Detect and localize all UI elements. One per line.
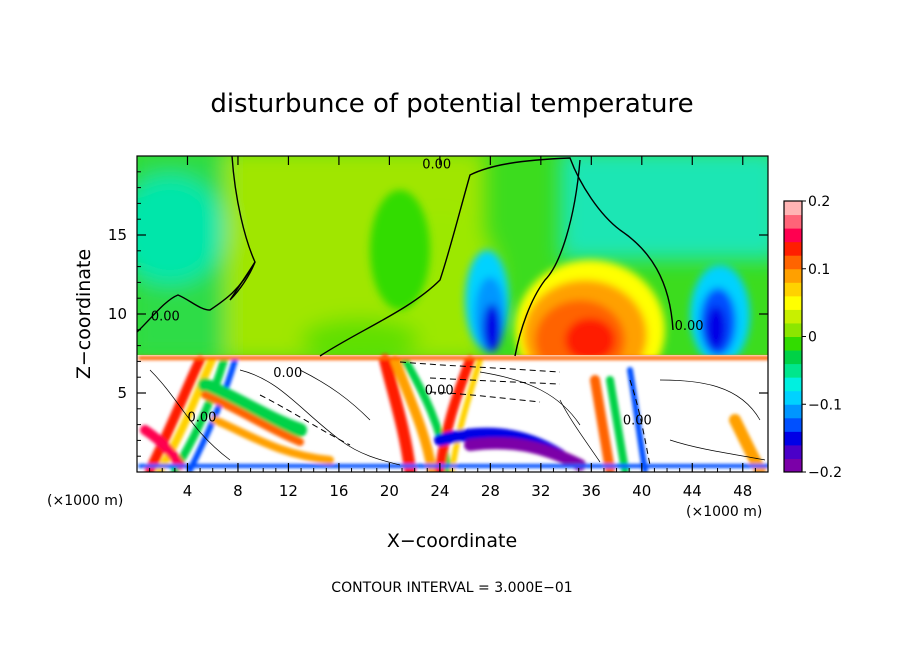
colorbar-swatch <box>784 241 802 256</box>
x-axis-label: X−coordinate <box>387 530 517 552</box>
colorbar-tick-label: 0.1 <box>808 262 830 278</box>
colorbar-swatch <box>784 377 802 392</box>
colorbar-swatch <box>784 268 802 283</box>
x-tick-label: 32 <box>531 482 550 500</box>
x-unit-right: (×1000 m) <box>686 504 762 520</box>
x-tick-label: 44 <box>683 482 702 500</box>
colorbar-swatch <box>784 282 802 297</box>
colorbar-swatch <box>784 444 802 459</box>
contour-label: 0.00 <box>422 158 451 173</box>
colorbar-swatch <box>784 390 802 405</box>
colorbar-tick-label: −0.1 <box>808 397 842 413</box>
x-tick-label: 16 <box>329 482 348 500</box>
colorbar-swatch <box>784 228 802 243</box>
colorbar-swatch <box>784 201 802 216</box>
colorbar-tick-label: 0 <box>808 330 817 346</box>
x-tick-label: 40 <box>632 482 651 500</box>
x-unit-left: (×1000 m) <box>47 493 123 509</box>
colorbar-tick-label: −0.2 <box>808 465 842 481</box>
colorbar-swatch <box>784 431 802 446</box>
contour-label: 0.00 <box>623 414 652 429</box>
colorbar-swatch <box>784 309 802 324</box>
contour-interval-footer: CONTOUR INTERVAL = 3.000E−01 <box>331 580 572 596</box>
y-tick-label: 15 <box>108 226 127 244</box>
colorbar-swatch <box>784 295 802 310</box>
x-tick-label: 20 <box>380 482 399 500</box>
y-tick-label: 5 <box>117 384 127 402</box>
colorbar-swatch <box>784 336 802 351</box>
contour-label: 0.00 <box>187 410 216 425</box>
contour-label: 0.00 <box>151 309 180 324</box>
x-tick-label: 12 <box>279 482 298 500</box>
x-tick-label: 4 <box>183 482 193 500</box>
x-tick-label: 24 <box>430 482 449 500</box>
colorbar-swatch <box>784 363 802 378</box>
colorbar: 0.2 0.1 0 −0.1 −0.2 <box>783 194 842 481</box>
contour-label: 0.00 <box>675 319 704 334</box>
colorbar-tick-label: 0.2 <box>808 194 830 210</box>
colorbar-swatch <box>784 458 802 473</box>
x-tick-label: 36 <box>582 482 601 500</box>
y-axis-label: Z−coordinate <box>73 249 95 379</box>
colorbar-swatch <box>784 214 802 229</box>
colorbar-swatch <box>784 255 802 270</box>
y-tick-label: 10 <box>108 305 127 323</box>
x-tick-label: 28 <box>481 482 500 500</box>
colorbar-swatch <box>784 350 802 365</box>
colorbar-swatch <box>784 404 802 419</box>
contour-label: 0.00 <box>273 366 302 381</box>
x-tick-label: 8 <box>233 482 243 500</box>
colorbar-swatch <box>784 417 802 432</box>
x-tick-label: 48 <box>733 482 752 500</box>
colorbar-swatch <box>784 322 802 337</box>
contour-label: 0.00 <box>425 384 454 399</box>
contour-label-group: 0.00 0.00 0.00 0.00 0.00 0.00 0.00 <box>151 158 704 429</box>
chart-title: disturbunce of potential temperature <box>210 89 693 119</box>
y-axis: 5 10 15 <box>108 171 768 457</box>
heatmap-field <box>137 156 768 472</box>
x-axis: 4 8 12 16 20 24 28 32 36 40 44 48 <box>149 156 756 500</box>
